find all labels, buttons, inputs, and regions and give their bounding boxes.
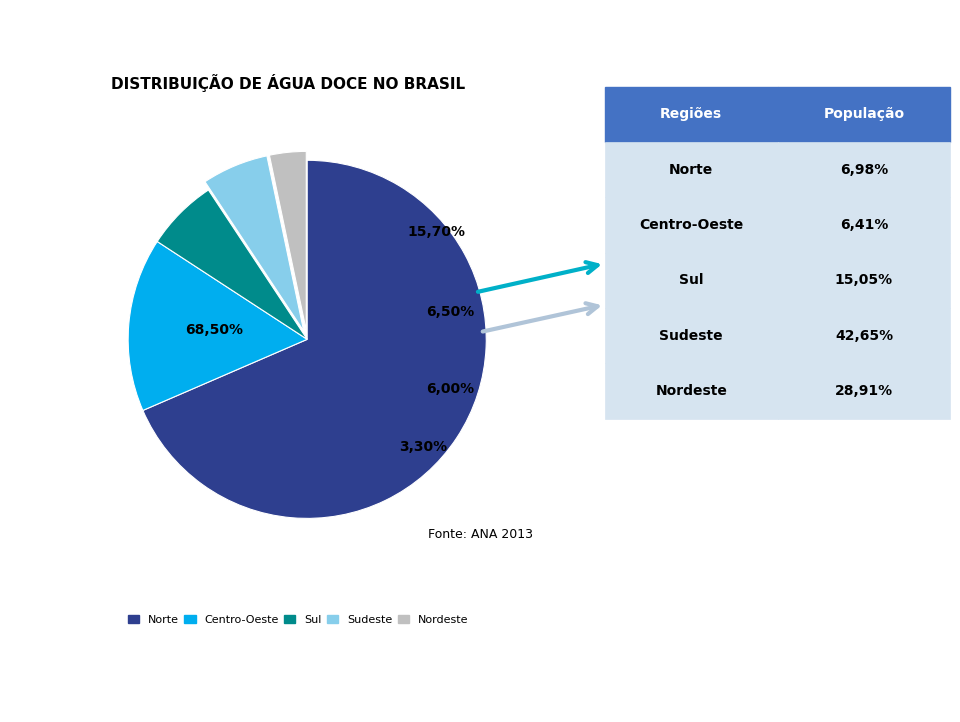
Text: 15,05%: 15,05% (835, 274, 893, 287)
Text: Fonte: ANA 2013: Fonte: ANA 2013 (427, 528, 533, 541)
Bar (778, 87, 950, 142)
Bar (605, 197, 778, 253)
Wedge shape (270, 152, 306, 331)
Bar (778, 142, 950, 197)
Wedge shape (143, 160, 487, 518)
Text: 28,91%: 28,91% (835, 384, 893, 398)
Bar (605, 363, 778, 419)
Wedge shape (205, 156, 303, 331)
Text: 6,41%: 6,41% (840, 218, 888, 232)
Text: População: População (824, 108, 904, 121)
Text: Sudeste: Sudeste (660, 329, 723, 343)
Text: Nordeste: Nordeste (656, 384, 727, 398)
Text: Regiões: Regiões (660, 108, 722, 121)
Wedge shape (128, 241, 307, 410)
Text: 3,30%: 3,30% (399, 440, 447, 453)
Bar (778, 308, 950, 363)
Text: 42,65%: 42,65% (835, 329, 893, 343)
Text: Norte: Norte (669, 162, 713, 177)
Bar (605, 253, 778, 308)
Text: 68,50%: 68,50% (185, 323, 243, 337)
Text: Sul: Sul (679, 274, 704, 287)
Bar (605, 308, 778, 363)
Text: 15,70%: 15,70% (407, 225, 466, 239)
Bar (605, 87, 778, 142)
Text: 6,50%: 6,50% (426, 305, 474, 319)
Text: 6,98%: 6,98% (840, 162, 888, 177)
Bar (778, 197, 950, 253)
Text: 6,00%: 6,00% (426, 383, 474, 396)
Bar (778, 363, 950, 419)
Bar (605, 142, 778, 197)
Bar (778, 253, 950, 308)
Text: DISTRIBUIÇÃO DE ÁGUA DOCE NO BRASIL: DISTRIBUIÇÃO DE ÁGUA DOCE NO BRASIL (111, 74, 465, 92)
Legend: Norte, Centro-Oeste, Sul, Sudeste, Nordeste: Norte, Centro-Oeste, Sul, Sudeste, Norde… (124, 610, 473, 630)
Text: Centro-Oeste: Centro-Oeste (639, 218, 743, 232)
Wedge shape (157, 190, 307, 339)
